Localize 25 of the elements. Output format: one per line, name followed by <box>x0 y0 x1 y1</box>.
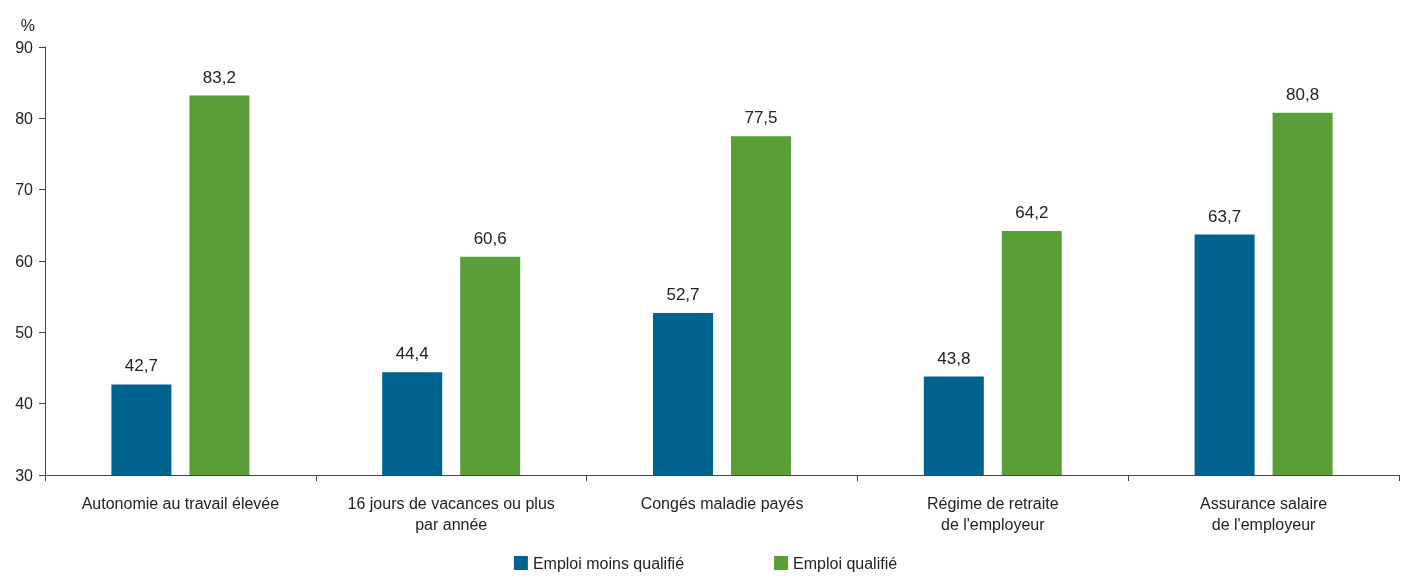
y-tick-label: 50 <box>15 323 34 341</box>
data-label: 60,6 <box>473 228 507 248</box>
y-tick-label: 40 <box>15 395 34 413</box>
data-label: 83,2 <box>202 67 236 87</box>
data-label: 42,7 <box>124 356 158 376</box>
data-label: 52,7 <box>666 285 700 305</box>
data-label: 43,8 <box>937 348 971 368</box>
x-tick-label: Autonomie au travail élevée <box>81 495 280 512</box>
x-tick-label: Congés maladie payés <box>640 495 804 512</box>
legend-label: Emploi moins qualifié <box>532 554 685 572</box>
legend-label: Emploi qualifié <box>793 554 898 572</box>
data-label: 44,4 <box>395 344 429 364</box>
data-label: 63,7 <box>1208 206 1242 226</box>
y-tick-label: 60 <box>15 252 34 270</box>
x-tick-label: Assurance salaire de l'employeur <box>1200 495 1328 533</box>
data-label: 80,8 <box>1286 84 1320 104</box>
y-tick-label: 80 <box>15 109 34 127</box>
x-tick-label: 16 jours de vacances ou plus par année <box>347 495 555 533</box>
y-tick-label: 90 <box>15 38 34 56</box>
data-label: 64,2 <box>1015 203 1049 223</box>
data-label: 77,5 <box>744 108 778 128</box>
y-tick-label: 70 <box>15 181 34 199</box>
x-tick-label: Régime de retraite de l'employeur <box>926 495 1059 533</box>
y-axis-title: % <box>20 16 35 34</box>
y-tick-label: 30 <box>15 466 34 484</box>
